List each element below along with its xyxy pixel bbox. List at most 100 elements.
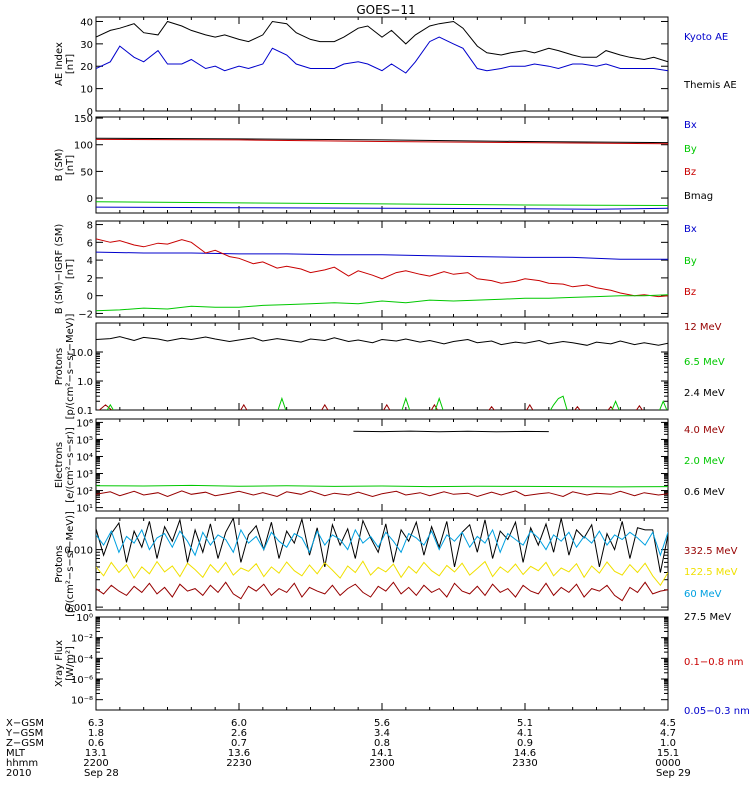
footer-cell: 4.7 xyxy=(660,728,676,739)
footer-cell: 2300 xyxy=(369,758,394,769)
series-2-4-mev xyxy=(96,336,668,346)
y-tick-label: 10⁰ xyxy=(76,613,93,624)
series-6-5-mev xyxy=(106,395,668,410)
y-tick-label: 10³ xyxy=(76,470,93,481)
series-bx xyxy=(96,206,668,210)
y-axis-label-line: [W/m²] xyxy=(65,646,76,681)
legend-bx: Bx xyxy=(684,120,697,131)
footer-cell: 13.6 xyxy=(228,748,250,759)
panel-xray: 10⁻⁸ 10⁻⁶ 10⁻⁴ 10⁻² 10⁰ Xray Flux[W/m²] 0.1−0.… xyxy=(54,613,750,717)
legend-by: By xyxy=(684,256,697,267)
series-by xyxy=(96,201,668,206)
y-tick-label: 10² xyxy=(76,487,93,498)
y-axis-label-line: Xray Flux xyxy=(54,640,65,687)
legend-2-4-mev: 2.4 MeV xyxy=(684,388,725,399)
y-tick-label: 6 xyxy=(87,238,93,249)
y-tick-label: 50 xyxy=(80,167,93,178)
y-axis-label: Protons[p/(cm²−s−sr−MeV)] xyxy=(54,511,76,617)
series-0-6-mev xyxy=(353,430,549,433)
y-axis-label-line: [e/(cm²−s−sr)] xyxy=(65,427,76,503)
series-group xyxy=(96,238,668,312)
y-tick-label: 30 xyxy=(80,40,93,51)
footer-cell: 1.8 xyxy=(88,728,104,739)
y-axis-label-line: Protons xyxy=(54,348,65,385)
series-by xyxy=(96,294,668,312)
y-tick-label: 10⁶ xyxy=(76,418,93,429)
legend-themis-ae: Themis AE xyxy=(683,80,737,91)
y-tick-label: −2 xyxy=(78,309,93,320)
panel-electrons: 10¹10²10³10⁴10⁵10⁶Electrons[e/(cm²−s−sr)… xyxy=(54,418,725,514)
y-tick-label: 10⁵ xyxy=(76,435,93,446)
y-tick-label: 4 xyxy=(87,256,93,267)
footer-cell: 6.0 xyxy=(231,718,247,729)
y-tick-label: 2 xyxy=(87,274,93,285)
y-axis-label-line: [nT] xyxy=(65,155,76,175)
footer-cell: Sep 29 xyxy=(656,768,691,779)
footer-cell: 0.9 xyxy=(517,738,533,749)
footer-cell: 13.1 xyxy=(85,748,107,759)
y-tick-label: 10⁻² xyxy=(71,634,93,645)
y-tick-label: 40 xyxy=(80,17,93,28)
footer-row-label: 2010 xyxy=(6,768,31,779)
y-tick-label: 8 xyxy=(87,221,93,232)
footer-cell: Sep 28 xyxy=(84,768,119,779)
footer-cell: 3.4 xyxy=(374,728,390,739)
footer-cell: 0.7 xyxy=(231,738,247,749)
y-tick-label: 0 xyxy=(87,107,93,118)
footer-row-label: hhmm xyxy=(6,758,38,769)
series-4-0-mev xyxy=(96,490,668,498)
footer-cell: 2.6 xyxy=(231,728,247,739)
legend-2-0-mev: 2.0 MeV xyxy=(684,456,725,467)
panel-digrf: −2 0 2 4 6 8 B (SM)−IGRF (SM)[nT] Bx By Bz xyxy=(54,220,697,320)
legend-122-5-mev: 122.5 MeV xyxy=(684,567,738,578)
legend-0-05-0-3-nm: 0.05−0.3 nm xyxy=(684,706,750,717)
legend-6-5-mev: 6.5 MeV xyxy=(684,357,725,368)
y-axis-label: Protons[p/(cm²−s−sr−MeV)] xyxy=(54,313,76,419)
legend-332-5-mev: 332.5 MeV xyxy=(684,546,738,557)
series-332-5-mev xyxy=(96,581,668,602)
footer-cell: 4.1 xyxy=(517,728,533,739)
legend-bz: Bz xyxy=(684,287,696,298)
footer-cell: 15.1 xyxy=(657,748,679,759)
footer-cell: 2230 xyxy=(226,758,251,769)
footer-cell: 4.5 xyxy=(660,718,676,729)
series-group xyxy=(96,20,668,74)
footer-cell: 5.1 xyxy=(517,718,533,729)
series-27-5-mev xyxy=(96,518,668,573)
y-tick-label: 0 xyxy=(87,292,93,303)
legend-kyoto-ae: Kyoto AE xyxy=(684,32,728,43)
series-themis-ae xyxy=(96,20,668,63)
y-tick-label: 10⁻⁴ xyxy=(71,654,93,665)
y-tick-label: 0.010 xyxy=(64,546,93,557)
y-tick-label: 10.0 xyxy=(71,348,93,359)
figure-title: GOES−11 xyxy=(356,3,415,17)
legend-60-mev: 60 MeV xyxy=(684,589,722,600)
y-axis-label: B (SM)−IGRF (SM)[nT] xyxy=(54,224,76,315)
y-tick-label: 10⁴ xyxy=(76,452,93,463)
y-tick-label: 100 xyxy=(74,141,93,152)
y-tick-label: 0.001 xyxy=(64,603,93,614)
orbit-footer: X−GSMY−GSMZ−GSMMLThhmm20106.31.80.613.12… xyxy=(5,718,691,779)
panel-ae: 0 10 20 30 40 AE Index[nT] Kyoto AE Themis AE xyxy=(54,16,737,118)
y-tick-label: 1.0 xyxy=(77,377,93,388)
y-axis-label-line: AE Index xyxy=(54,42,65,86)
y-axis-label: AE Index[nT] xyxy=(54,42,76,86)
footer-row-label: Z−GSM xyxy=(6,738,44,749)
footer-row-label: Y−GSM xyxy=(5,728,43,739)
legend-bx: Bx xyxy=(684,224,697,235)
y-tick-label: 10⁻⁸ xyxy=(71,696,93,707)
series-group xyxy=(96,137,668,210)
y-tick-label: 150 xyxy=(74,114,93,125)
series-bmag xyxy=(96,137,668,144)
footer-cell: 5.6 xyxy=(374,718,390,729)
legend-0-6-mev: 0.6 MeV xyxy=(684,487,725,498)
y-axis-label: Xray Flux[W/m²] xyxy=(54,640,76,687)
series-group xyxy=(96,518,668,602)
y-axis-label-line: B (SM) xyxy=(54,148,65,181)
panel-bsm: 0 50 100 150 B (SM)[nT] Bx By Bz Bmag xyxy=(54,114,713,214)
footer-cell: 1.0 xyxy=(660,738,676,749)
legend-27-5-mev: 27.5 MeV xyxy=(684,612,731,623)
series-60-mev xyxy=(96,528,668,557)
footer-cell: 6.3 xyxy=(88,718,104,729)
